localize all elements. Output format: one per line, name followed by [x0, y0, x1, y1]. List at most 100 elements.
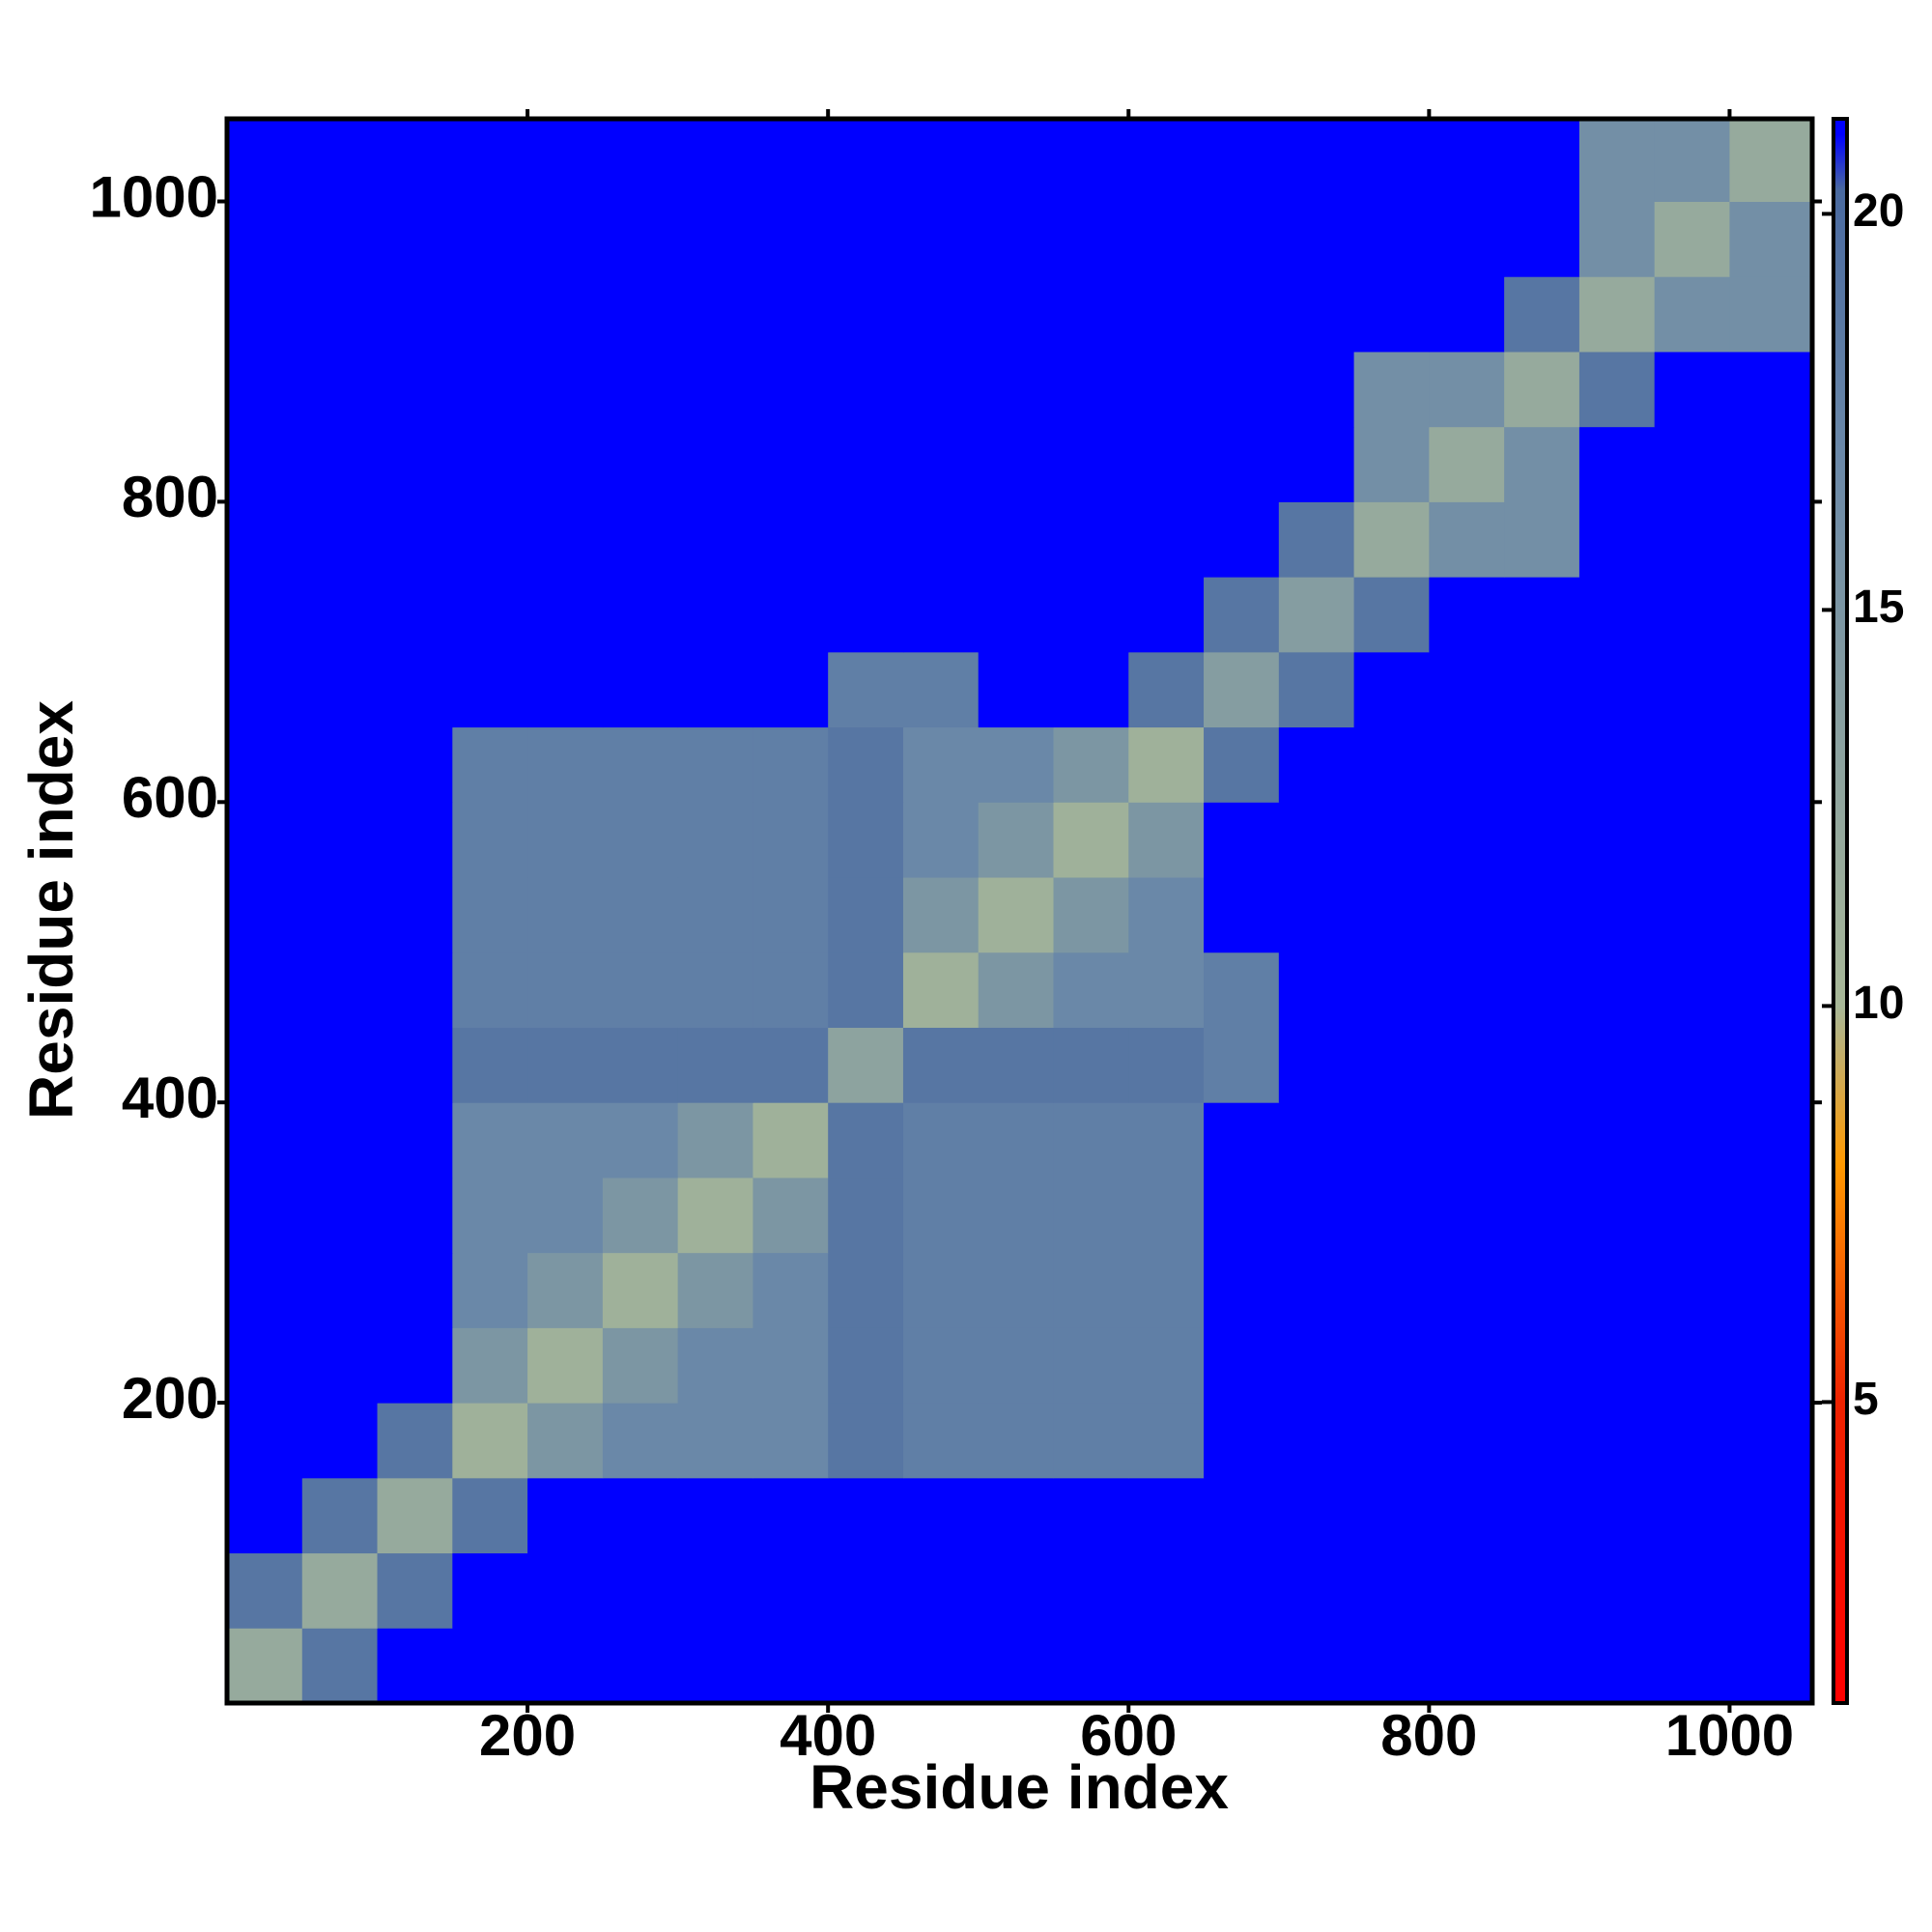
heatmap-cell — [1729, 577, 1813, 653]
heatmap-cell — [677, 351, 753, 428]
heatmap-cell — [452, 651, 528, 728]
heatmap-cell — [527, 1477, 604, 1554]
heatmap-cell — [1204, 726, 1280, 803]
heatmap-cell — [1578, 351, 1656, 428]
heatmap-cell — [1204, 577, 1280, 653]
heatmap-cell — [677, 501, 753, 578]
heatmap-cell — [227, 802, 303, 878]
heatmap-cell — [1204, 119, 1280, 202]
heatmap-cell — [1278, 501, 1355, 578]
heatmap-cell — [227, 1177, 303, 1254]
x-tick-label: 200 — [479, 1703, 576, 1768]
heatmap-cell — [828, 952, 904, 1028]
heatmap-cell — [377, 1403, 453, 1479]
heatmap-cell — [1353, 276, 1430, 353]
heatmap-cell — [1504, 1552, 1580, 1629]
heatmap-cell — [301, 1628, 379, 1704]
heatmap-cell — [978, 1552, 1054, 1629]
heatmap-cell — [1654, 1252, 1730, 1328]
heatmap-cell — [602, 1628, 679, 1704]
colorbar-tick-label: 5 — [1853, 1374, 1879, 1425]
heatmap-cell — [1578, 802, 1656, 878]
heatmap-cell — [227, 1327, 303, 1404]
heatmap-cell — [978, 1252, 1054, 1328]
heatmap-cell — [1654, 1177, 1730, 1254]
heatmap-cell — [377, 1027, 453, 1103]
heatmap-cell — [1278, 1552, 1355, 1629]
heatmap-cell — [828, 426, 904, 502]
heatmap-cell — [1429, 1628, 1505, 1704]
heatmap-cell — [1729, 1327, 1813, 1404]
y-tick-label: 400 — [122, 1065, 218, 1130]
heatmap-cell — [1578, 501, 1656, 578]
heatmap-cell — [1204, 276, 1280, 353]
heatmap-cell — [377, 1628, 453, 1704]
heatmap-cell — [902, 802, 980, 878]
heatmap-cell — [978, 1102, 1054, 1179]
heatmap-cell — [1429, 1177, 1505, 1254]
heatmap-cell — [978, 426, 1054, 502]
heatmap-cell — [978, 802, 1054, 878]
heatmap-cell — [902, 1027, 980, 1103]
heatmap-cell — [1729, 1552, 1813, 1629]
heatmap-cell — [1053, 1552, 1129, 1629]
heatmap-cell — [828, 276, 904, 353]
heatmap-cell — [753, 351, 829, 428]
heatmap-cell — [677, 1102, 753, 1179]
heatmap-cell — [1204, 1027, 1280, 1103]
heatmap-cell — [1578, 1552, 1656, 1629]
heatmap-cell — [828, 877, 904, 953]
heatmap-cell — [1278, 1177, 1355, 1254]
heatmap-cell — [1353, 1327, 1430, 1404]
heatmap-cell — [677, 877, 753, 953]
heatmap-cell — [677, 651, 753, 728]
heatmap-cell — [978, 1027, 1054, 1103]
heatmap-cell — [1729, 1102, 1813, 1179]
heatmap-cell — [452, 877, 528, 953]
heatmap-cell — [602, 1102, 679, 1179]
heatmap-cell — [1429, 577, 1505, 653]
heatmap-cell — [1353, 501, 1430, 578]
heatmap-cell — [1429, 1252, 1505, 1328]
heatmap-cell — [978, 1327, 1054, 1404]
heatmap-cell — [1053, 201, 1129, 277]
heatmap-cell — [377, 351, 453, 428]
heatmap-cell — [1429, 952, 1505, 1028]
heatmap-cell — [602, 802, 679, 878]
heatmap-cell — [602, 952, 679, 1028]
heatmap-cell — [978, 726, 1054, 803]
heatmap-cell — [1429, 651, 1505, 728]
heatmap-cell — [677, 1027, 753, 1103]
heatmap-cell — [1053, 119, 1129, 202]
heatmap-cell — [1353, 726, 1430, 803]
colorbar-tick-label: 20 — [1853, 185, 1904, 237]
heatmap-cell — [1504, 201, 1580, 277]
heatmap-cell — [753, 276, 829, 353]
heatmap-cell — [1429, 1102, 1505, 1179]
heatmap-cell — [1128, 1252, 1205, 1328]
heatmap-cell — [753, 1252, 829, 1328]
heatmap-cell — [828, 201, 904, 277]
heatmap-cell — [1504, 1327, 1580, 1404]
heatmap-cell — [527, 426, 604, 502]
heatmap-cell — [978, 1477, 1054, 1554]
heatmap-cell — [1504, 501, 1580, 578]
heatmap — [227, 119, 1813, 1704]
heatmap-cell — [527, 577, 604, 653]
heatmap-cell — [753, 1477, 829, 1554]
heatmap-cell — [1429, 877, 1505, 953]
heatmap-cell — [1353, 119, 1430, 202]
heatmap-cell — [1504, 952, 1580, 1028]
heatmap-cell — [828, 1177, 904, 1254]
heatmap-cell — [1053, 726, 1129, 803]
heatmap-cell — [902, 952, 980, 1028]
heatmap-cell — [452, 201, 528, 277]
heatmap-cell — [1128, 201, 1205, 277]
heatmap-cell — [828, 1102, 904, 1179]
heatmap-cell — [377, 1102, 453, 1179]
heatmap-cell — [902, 1252, 980, 1328]
heatmap-cell — [1128, 1102, 1205, 1179]
heatmap-cell — [1504, 1252, 1580, 1328]
heatmap-cell — [1053, 1628, 1129, 1704]
heatmap-cell — [1204, 1177, 1280, 1254]
